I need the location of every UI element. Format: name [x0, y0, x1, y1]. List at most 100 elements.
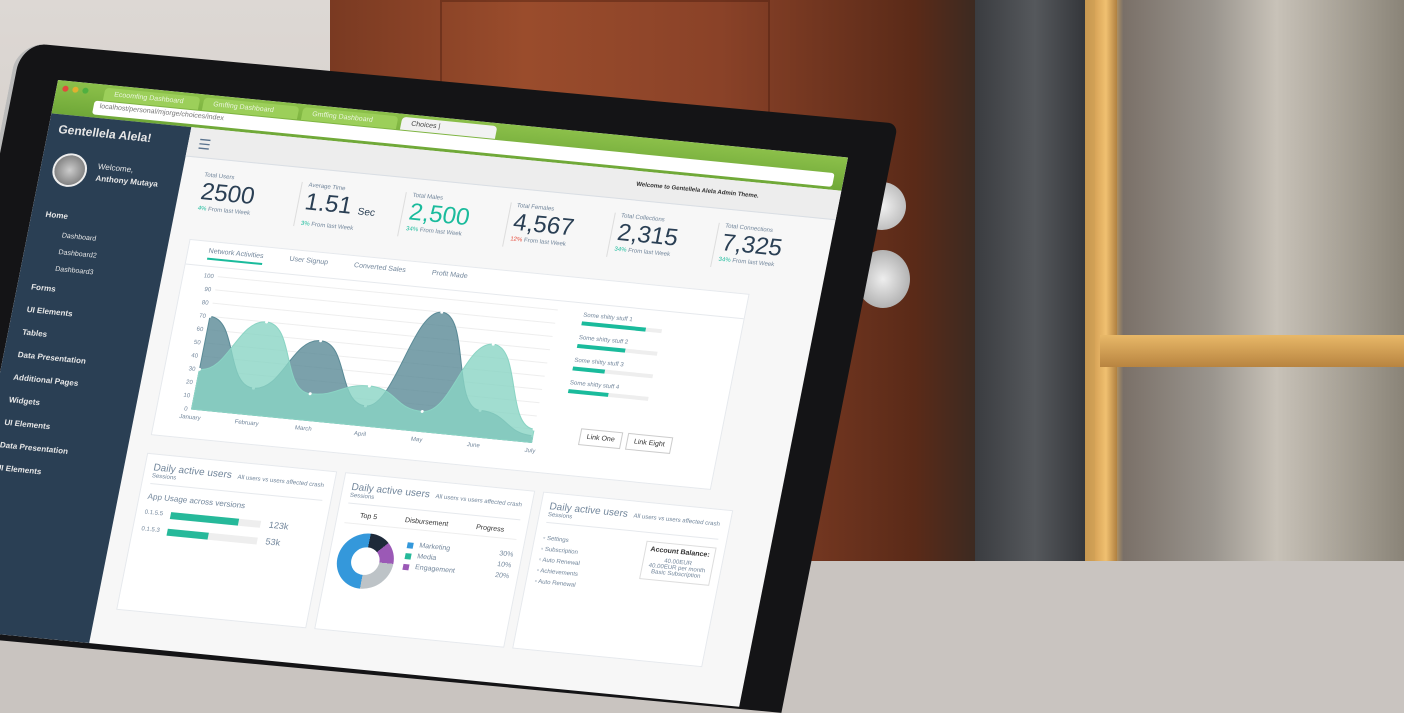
- progress-header: Progress: [475, 524, 505, 534]
- change-percent: 3%: [300, 220, 311, 228]
- stat-tile: Total Males 2,500 34% From last Week: [397, 192, 511, 247]
- change-percent: 34%: [717, 256, 732, 264]
- y-tick-label: 20: [185, 380, 193, 387]
- progress-item: Some shitty stuff 1: [581, 313, 664, 334]
- x-tick-label: March: [294, 425, 312, 433]
- legend-value: 20%: [494, 571, 510, 581]
- donut-chart: [331, 530, 399, 592]
- background-doorway: [975, 0, 1095, 561]
- settings-label: Subscription: [544, 546, 579, 556]
- link-eight-button[interactable]: Link Eight: [625, 432, 674, 455]
- area-chart: 0 10 20 30 40 50 60 70 80 90 100 January February Mar…: [179, 273, 558, 455]
- y-tick-label: 90: [204, 287, 212, 294]
- chart-tab[interactable]: Network Activities: [206, 247, 265, 265]
- version-label: 0.1.5.3: [140, 526, 161, 534]
- usage-fill: [166, 528, 209, 540]
- settings-label: Achievements: [539, 568, 579, 578]
- data-point: [367, 384, 371, 388]
- x-tick-label: January: [179, 414, 201, 422]
- data-point: [308, 392, 312, 396]
- y-tick-label: 50: [193, 340, 201, 347]
- grid-line: [215, 289, 556, 324]
- settings-label: Auto Renewal: [537, 579, 576, 589]
- network-activity-card: Network Activities User Signup Converted S…: [150, 238, 750, 491]
- progress-item: Some shitty stuff 2: [576, 335, 660, 356]
- data-point: [491, 342, 495, 346]
- welcome-label: Welcome,: [97, 162, 135, 175]
- legend-swatch: [406, 541, 414, 549]
- grid-line: [217, 276, 558, 311]
- usage-value: 53k: [264, 536, 282, 548]
- chart-tab[interactable]: Converted Sales: [353, 262, 407, 275]
- change-percent: 34%: [405, 226, 419, 234]
- y-tick-label: 100: [203, 273, 215, 280]
- shelf-post: [1095, 0, 1117, 561]
- maximize-dot[interactable]: [81, 87, 90, 94]
- minimize-dot[interactable]: [71, 86, 80, 93]
- data-point: [532, 427, 536, 431]
- shelf-board: [1100, 335, 1404, 367]
- usage-bar: [170, 511, 262, 528]
- user-name: Anthony Mutaya: [94, 173, 159, 189]
- avatar: [49, 151, 91, 189]
- y-tick-label: 10: [183, 393, 191, 400]
- x-tick-label: April: [353, 431, 366, 438]
- stat-tile: Total Connections 7,325 34% From last Week: [709, 222, 823, 278]
- y-tick-label: 30: [188, 366, 196, 373]
- y-tick-label: 40: [191, 353, 199, 360]
- progress-item: Some shitty stuff 3: [572, 358, 655, 379]
- progress-fill: [572, 366, 606, 374]
- top5-header: Top 5: [359, 512, 378, 522]
- progress-list: Some shitty stuff 1 Some shitty stuff 2 So…: [566, 303, 666, 411]
- change-percent: 34%: [613, 246, 627, 254]
- usage-value: 123k: [267, 519, 290, 532]
- progress-item: Some shitty stuff 4: [567, 380, 651, 401]
- y-tick-label: 0: [183, 406, 188, 412]
- tile-number: 2500: [198, 178, 258, 211]
- version-label: 0.1.5.5: [143, 509, 164, 518]
- disbursement-header: Disbursement: [404, 517, 449, 529]
- x-tick-label: May: [410, 437, 422, 444]
- data-point: [265, 320, 269, 324]
- daily-users-card-3: Daily active usersAll users vs users aff…: [512, 491, 734, 668]
- usage-fill: [170, 511, 240, 526]
- welcome-message: Welcome to Gentellela Alela Admin Theme.: [635, 181, 760, 200]
- chart-tab[interactable]: User Signup: [288, 255, 329, 267]
- progress-fill: [567, 389, 609, 397]
- y-tick-label: 80: [201, 300, 209, 307]
- settings-label: Auto Renewal: [541, 557, 581, 568]
- stat-tile: Total Females 4,567 12% From last Week: [501, 202, 615, 257]
- data-point: [420, 409, 424, 413]
- y-tick-label: 70: [198, 313, 206, 320]
- x-tick-label: July: [524, 448, 536, 455]
- settings-label: Settings: [546, 535, 570, 545]
- stat-tile: Total Users 2500 4% From last Week: [190, 172, 302, 226]
- main-content: ☰ Welcome to Gentellela Alela Admin Them…: [89, 127, 842, 707]
- y-tick-label: 60: [196, 327, 204, 334]
- x-tick-label: June: [466, 442, 481, 449]
- data-point: [319, 339, 323, 343]
- legend-value: 30%: [498, 550, 514, 559]
- laptop-screen: Ecoomfing Dashboard Gmffing Dashboard Gm…: [0, 80, 848, 707]
- stat-tile: Average Time 1.51 Sec 3% From last Week: [293, 181, 407, 237]
- change-percent: 12%: [509, 236, 523, 244]
- tile-unit: Sec: [356, 206, 376, 219]
- stat-tile: Total Collections 2,315 34% From last Week: [605, 212, 719, 267]
- change-percent: 4%: [197, 205, 207, 213]
- link-one-button[interactable]: Link One: [577, 428, 624, 450]
- menu-icon[interactable]: ☰: [196, 135, 213, 153]
- account-balance: Account Balance: 40.00EUR 40.00EUR per m…: [639, 540, 717, 586]
- data-point: [440, 310, 444, 314]
- data-point: [208, 314, 212, 318]
- grid-line: [212, 302, 553, 337]
- tile-number: 1.51: [302, 188, 355, 220]
- legend-swatch: [404, 552, 412, 560]
- chart-tab[interactable]: Profit Made: [431, 269, 469, 281]
- background-shelf: [1085, 0, 1404, 561]
- close-dot[interactable]: [61, 85, 70, 92]
- data-point: [197, 367, 201, 371]
- progress-fill: [576, 343, 626, 353]
- x-tick-label: February: [234, 419, 259, 427]
- daily-users-card-1: Daily active usersAll users vs users aff…: [116, 452, 338, 629]
- legend-value: 10%: [496, 561, 512, 570]
